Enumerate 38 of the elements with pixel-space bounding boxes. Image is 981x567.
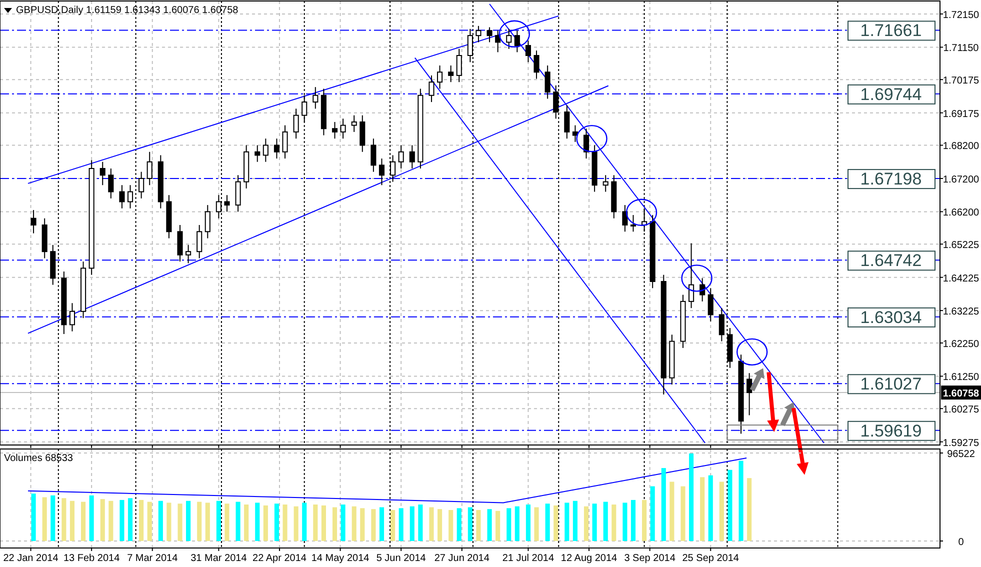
chart-title: GBPUSD,Daily 1.61159 1.61343 1.60076 1.60758: [16, 5, 239, 16]
y-tick-label: 1.62250: [942, 338, 980, 350]
x-tick-label: 3 Sep 2014: [624, 553, 676, 564]
ref-line-label: 1.60758: [942, 388, 980, 400]
x-tick-label: 22 Apr 2014: [252, 553, 307, 564]
x-tick-label: 13 Feb 2014: [63, 553, 120, 564]
y-tick-label: 1.71150: [943, 43, 980, 54]
x-tick-label: 7 Mar 2014: [127, 553, 178, 564]
y-tick-label: 1.59275: [942, 438, 980, 449]
ref-line-label: 1.63034: [860, 308, 922, 327]
y-tick-label: 1.60275: [942, 404, 980, 416]
y-tick-label: 96522: [947, 449, 976, 460]
y-tick-label: 1.63225: [942, 306, 980, 318]
y-tick-label: 1.66200: [942, 208, 980, 219]
y-tick-label: 1.70175: [942, 76, 980, 87]
ref-line-label: 1.71661: [860, 21, 922, 40]
chart-title: Volumes 68533: [4, 453, 74, 464]
y-tick-label: 1.67200: [942, 174, 980, 186]
y-tick-label: 1.68200: [942, 141, 980, 152]
ref-line-label: 1.64742: [860, 251, 922, 270]
x-tick-label: 31 Mar 2014: [190, 553, 248, 564]
y-tick-label: 1.72150: [942, 10, 980, 21]
x-tick-label: 25 Sep 2014: [682, 553, 740, 564]
y-tick-label: 1.61250: [942, 372, 980, 384]
x-tick-label: 21 Jul 2014: [502, 553, 555, 564]
y-tick-label: 1.64225: [942, 273, 980, 284]
y-tick-label: 1.69175: [942, 108, 980, 120]
ref-line-label: 1.61027: [860, 374, 922, 394]
y-tick-label: 0: [958, 537, 964, 548]
x-tick-label: 27 Jun 2014: [434, 553, 490, 564]
x-tick-label: 22 Jan 2014: [3, 553, 59, 564]
ref-line-label: 1.69744: [860, 84, 922, 104]
x-tick-label: 14 May 2014: [311, 553, 370, 564]
x-tick-label: 12 Aug 2014: [560, 553, 618, 564]
y-tick-label: 1.65225: [942, 240, 980, 252]
ref-line-label: 1.59619: [860, 421, 922, 440]
x-tick-label: 5 Jun 2014: [376, 553, 426, 564]
ref-line-label: 1.67198: [860, 170, 922, 189]
